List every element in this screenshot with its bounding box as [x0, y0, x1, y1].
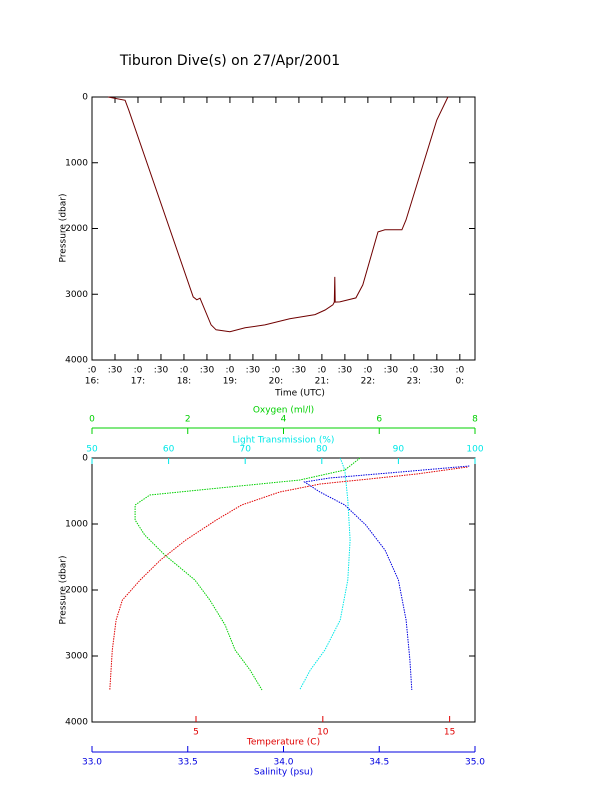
x-axis-title: Oxygen (ml/l): [253, 406, 314, 416]
x-tick-label: :30: [108, 366, 123, 376]
x-tick-label: :0: [409, 366, 418, 376]
y-tick-label: 0: [82, 454, 88, 464]
x-tick-label: :0: [272, 366, 281, 376]
x-tick-label: :30: [338, 366, 353, 376]
y-axis-title: Pressure (dbar): [59, 194, 69, 263]
y-tick-label: 3000: [65, 652, 88, 662]
x-tick-label: 34.0: [273, 758, 293, 768]
y-axis-title: Pressure (dbar): [59, 556, 69, 625]
x-tick-label: 4: [281, 415, 287, 425]
x-tick-hour-label: 18:: [177, 377, 191, 387]
chart-title: Tiburon Dive(s) on 27/Apr/2001: [119, 53, 340, 69]
x-tick-label: :0: [363, 366, 372, 376]
x-tick-label: 15: [444, 728, 455, 738]
x-tick-hour-label: 0:: [455, 377, 464, 387]
x-tick-label: 100: [466, 445, 483, 455]
profile-line: [109, 466, 468, 691]
x-axis-title: Temperature (C): [246, 738, 320, 748]
y-tick-label: 1000: [65, 158, 88, 168]
y-tick-label: 3000: [65, 290, 88, 300]
y-tick-label: 4000: [65, 718, 88, 728]
x-tick-label: :30: [200, 366, 215, 376]
plot-frame: [91, 457, 476, 723]
x-tick-label: 35.0: [465, 758, 485, 768]
x-tick-label: :30: [246, 366, 261, 376]
y-tick-label: 2000: [65, 224, 88, 234]
x-tick-label: 60: [163, 445, 175, 455]
x-tick-label: :30: [430, 366, 445, 376]
x-tick-label: :30: [384, 366, 399, 376]
x-tick-hour-label: 16:: [85, 377, 99, 387]
y-tick-label: 4000: [65, 356, 88, 366]
x-tick-label: :0: [455, 366, 464, 376]
x-tick-label: :0: [180, 366, 189, 376]
x-tick-label: 10: [317, 728, 329, 738]
x-tick-label: 33.5: [178, 758, 198, 768]
x-tick-label: 0: [89, 415, 95, 425]
x-tick-label: 33.0: [82, 758, 102, 768]
y-tick-label: 2000: [65, 586, 88, 596]
x-tick-label: 5: [193, 728, 199, 738]
x-tick-hour-label: 22:: [361, 377, 375, 387]
x-tick-label: 80: [316, 445, 328, 455]
y-tick-label: 0: [82, 93, 88, 103]
x-tick-label: 90: [393, 445, 405, 455]
x-tick-hour-label: 17:: [131, 377, 145, 387]
x-tick-label: :0: [134, 366, 143, 376]
profile-line: [303, 465, 470, 691]
x-tick-label: 34.5: [369, 758, 389, 768]
x-tick-label: :0: [88, 366, 97, 376]
profile-line: [299, 457, 351, 691]
x-tick-hour-label: 19:: [223, 377, 237, 387]
x-tick-label: 50: [86, 445, 98, 455]
x-tick-label: :0: [318, 366, 327, 376]
x-tick-label: 70: [239, 445, 251, 455]
x-tick-label: 2: [185, 415, 191, 425]
y-tick-label: 1000: [65, 520, 88, 530]
x-tick-hour-label: 20:: [269, 377, 283, 387]
x-tick-label: 6: [376, 415, 382, 425]
data-line: [108, 96, 449, 333]
x-tick-label: :30: [154, 366, 169, 376]
x-axis-title: Salinity (psu): [254, 768, 313, 778]
x-tick-label: :30: [292, 366, 307, 376]
x-axis-title: Time (UTC): [274, 389, 325, 399]
profile-line: [134, 457, 361, 691]
x-tick-label: 8: [472, 415, 478, 425]
x-tick-hour-label: 21:: [315, 377, 329, 387]
x-axis-title: Light Transmission (%): [233, 436, 335, 446]
x-tick-label: :0: [226, 366, 235, 376]
x-tick-hour-label: 23:: [407, 377, 421, 387]
